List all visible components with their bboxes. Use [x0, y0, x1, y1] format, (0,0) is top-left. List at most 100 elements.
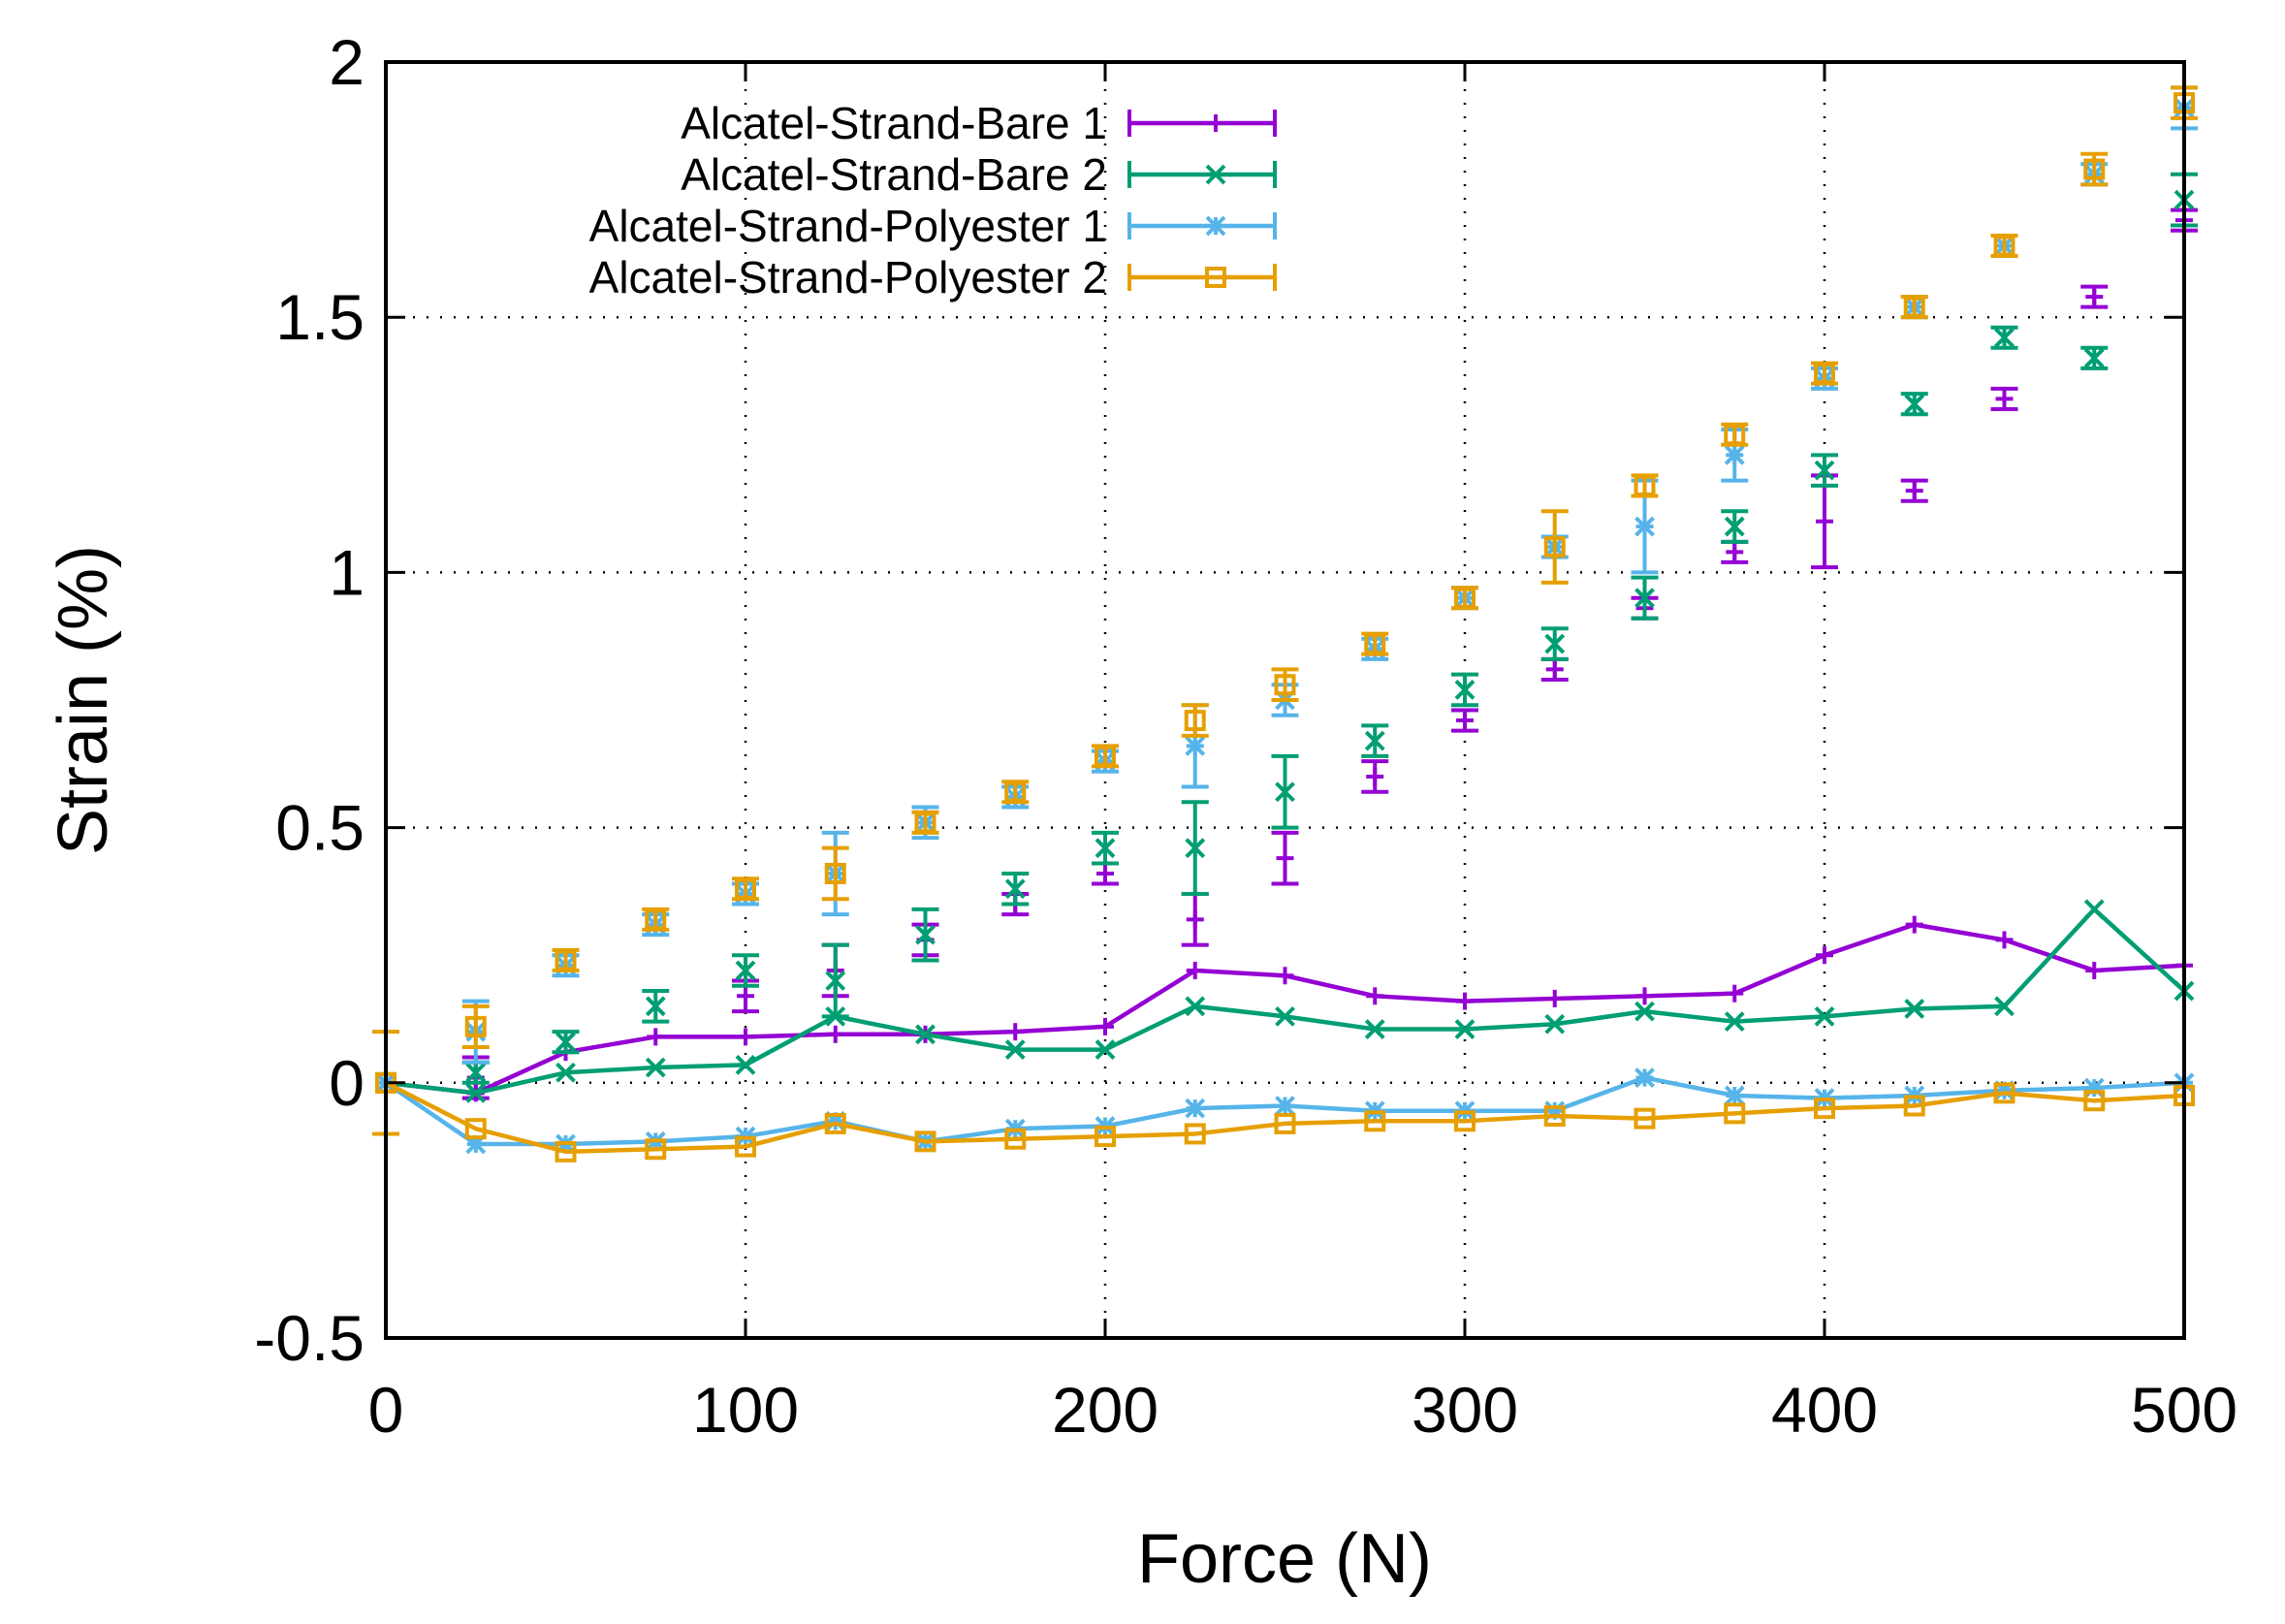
line-point [1903, 1095, 1925, 1117]
data-point [1545, 660, 1564, 679]
data-point [915, 924, 936, 945]
legend-item: Alcatel-Strand-Bare 1 [681, 98, 1277, 148]
y-tick-label: 0.5 [275, 792, 365, 864]
line-point [735, 1135, 756, 1158]
data-point [1724, 424, 1746, 446]
line-point [647, 1028, 665, 1046]
data-point [1905, 482, 1923, 500]
line-point [555, 1140, 577, 1162]
line-point-d2 [735, 1054, 756, 1075]
data-point-d2 [1185, 735, 1206, 756]
x-axis-title: Force (N) [1137, 1520, 1432, 1598]
data-point [1366, 767, 1384, 785]
line-point-box [464, 1118, 487, 1140]
data-point-d2 [915, 924, 936, 945]
x-tick-label: 500 [2131, 1374, 2237, 1446]
line-point [1724, 1085, 1745, 1106]
data-point [1814, 363, 1835, 385]
y-tick-label: 2 [329, 26, 365, 98]
data-point-d2 [645, 996, 666, 1017]
data-point-box [735, 877, 756, 900]
legend-marker-box [1205, 267, 1226, 288]
line-point [1185, 1098, 1206, 1119]
line-point [1905, 915, 1923, 934]
legend: Alcatel-Strand-Bare 1Alcatel-Strand-Bare… [589, 98, 1277, 303]
data-point [645, 996, 666, 1017]
data-point-box [2083, 158, 2106, 180]
line-point-d2 [1724, 1085, 1745, 1106]
legend-item: Alcatel-Strand-Bare 2 [681, 149, 1277, 200]
data-point-box [1364, 633, 1386, 655]
line-point [1454, 1019, 1476, 1039]
line-point-box [1634, 1107, 1656, 1130]
data-point [1634, 588, 1655, 609]
data-point [1904, 394, 1925, 415]
line-point [645, 1057, 666, 1078]
line-point [1816, 946, 1833, 965]
error-bar [821, 845, 849, 902]
line-point [826, 1025, 844, 1043]
data-point-box [1814, 363, 1835, 385]
legend-marker [1205, 267, 1226, 288]
legend-item: Alcatel-Strand-Polyester 1 [589, 201, 1277, 251]
line-point-box [2083, 1090, 2106, 1112]
data-point [1364, 730, 1385, 751]
line-point [1724, 1011, 1745, 1033]
legend-label: Alcatel-Strand-Polyester 2 [589, 252, 1107, 303]
line-point [1543, 1105, 1566, 1128]
line-point [1544, 1013, 1566, 1035]
line-point [1366, 987, 1384, 1005]
x-tick-label: 400 [1771, 1374, 1878, 1446]
y-tick-label: 0 [329, 1047, 365, 1119]
data-point [2083, 347, 2105, 368]
line-point-box [555, 1140, 577, 1162]
line-point [2083, 1077, 2105, 1099]
data-point-d2 [465, 1062, 487, 1083]
data-point [465, 1062, 487, 1083]
data-point-d2 [1994, 327, 2015, 348]
data-point [1816, 512, 1833, 530]
data-point [735, 877, 756, 900]
line-point [2085, 961, 2104, 979]
legend-marker [1205, 215, 1226, 237]
data-point [737, 987, 754, 1005]
line-point-box [1095, 1126, 1116, 1148]
line-point [1724, 1102, 1746, 1125]
line-point-d2 [915, 1024, 936, 1045]
line-point [1186, 961, 1204, 979]
line-point-d2 [555, 1062, 576, 1083]
line-point-box [1454, 1110, 1476, 1132]
data-point [1454, 587, 1476, 609]
line-point [464, 1118, 487, 1140]
data-point [1995, 390, 2014, 408]
line-point-d2 [1275, 1096, 1295, 1116]
data-point-box [1184, 710, 1206, 732]
data-point [735, 960, 756, 981]
data-point-d2 [1724, 444, 1745, 465]
data-point-d2 [1904, 394, 1925, 415]
data-point [1186, 910, 1204, 929]
data-point-d2 [1364, 730, 1385, 751]
line-point-box [1184, 1123, 1206, 1145]
line-point-d2 [1814, 1005, 1835, 1027]
data-point-box [1993, 235, 2015, 257]
data-point-box [1004, 780, 1027, 803]
data-point-d2 [1454, 680, 1476, 700]
series-1 [377, 207, 2198, 1102]
data-layer [372, 85, 2198, 1162]
line-point [824, 1112, 846, 1134]
data-point [1095, 745, 1116, 767]
line-point-box [645, 1138, 667, 1161]
data-point-d2 [1634, 516, 1655, 537]
data-point [1634, 516, 1655, 537]
line-point-d2 [1004, 1039, 1026, 1060]
line-point [1994, 996, 2015, 1017]
data-point-box [1095, 745, 1116, 767]
y-tick-label: -0.5 [254, 1302, 365, 1374]
data-point-d2 [1814, 460, 1835, 481]
data-point-box [914, 812, 936, 834]
data-point [1993, 235, 2015, 257]
data-point-d2 [1634, 588, 1655, 609]
